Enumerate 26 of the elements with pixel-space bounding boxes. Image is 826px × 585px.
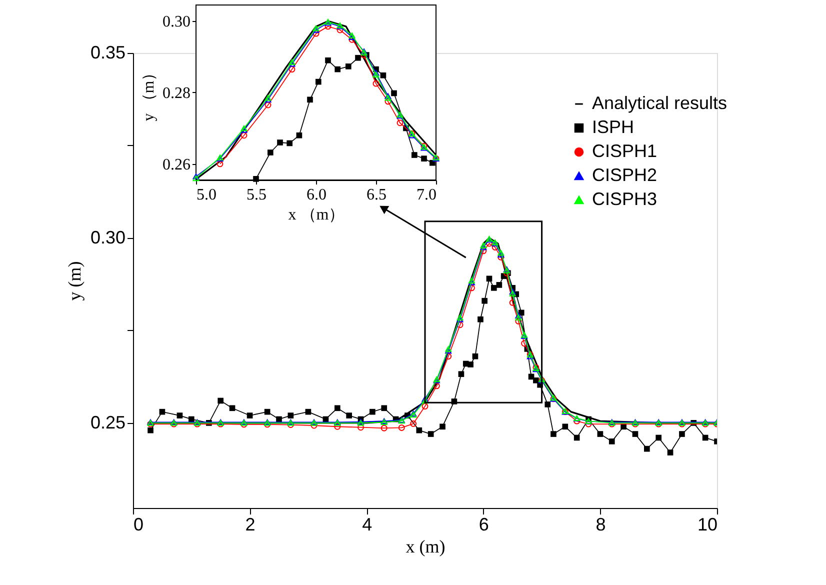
x-tick-label: 5.0: [196, 186, 216, 204]
x-tick-label: 8: [596, 514, 606, 534]
x-tick-label: 2: [245, 514, 256, 534]
x-axis-title: x (m): [406, 536, 446, 556]
legend-label: CISPH2: [592, 165, 658, 185]
x-tick-label: 6.0: [306, 186, 326, 204]
y-tick-label: 0.35: [90, 42, 126, 62]
legend-label: CISPH1: [592, 141, 658, 161]
x-tick-label: 6.5: [366, 186, 386, 204]
x-tick-label: 7.0: [416, 186, 436, 204]
y-tick-label: 0.25: [90, 412, 126, 432]
y-tick-label: 0.30: [90, 227, 126, 248]
y-tick-label: 0.28: [162, 85, 190, 102]
x-tick-label: 6: [478, 514, 489, 534]
y-axis-title: y (m): [64, 261, 84, 301]
x-tick-label: 5.5: [246, 186, 266, 204]
x-tick-label: 4: [362, 514, 372, 534]
x-axis-title: x （m）: [288, 206, 345, 224]
x-tick-label: 0: [134, 514, 144, 534]
x-tick-label: 10: [697, 514, 718, 534]
legend-label: Analytical results: [592, 93, 728, 113]
legend-label: CISPH3: [592, 189, 658, 209]
y-tick-label: 0.30: [162, 14, 190, 31]
y-axis-title: y （m）: [140, 64, 158, 122]
y-tick-label: 0.26: [162, 156, 190, 174]
legend-label: ISPH: [592, 117, 634, 137]
